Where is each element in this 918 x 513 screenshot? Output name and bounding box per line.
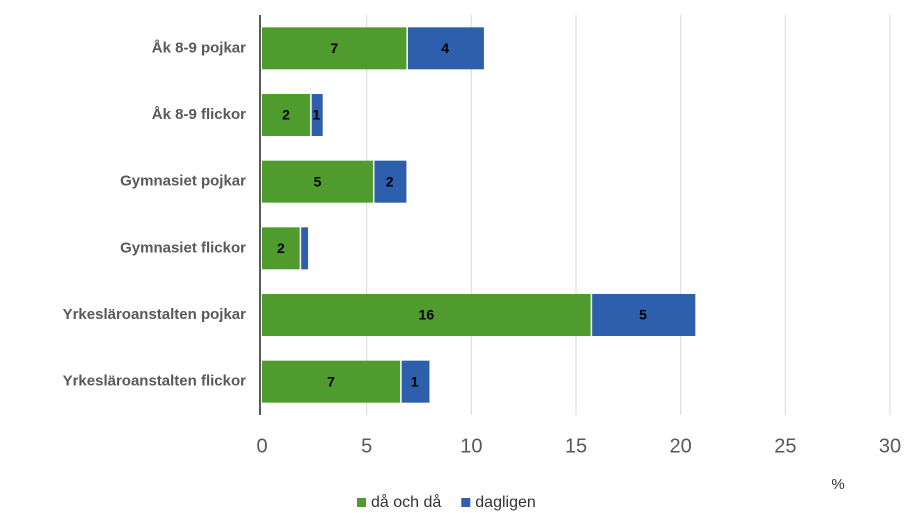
y-tick-label: Åk 8-9 flickor [152,106,246,123]
data-label: 4 [441,40,449,56]
bar-segment [262,227,300,270]
legend-label: då och då [371,493,441,511]
legend-label: dagligen [475,494,536,511]
x-tick-label: 15 [565,435,587,457]
bar-segment [262,294,591,336]
bar-segment [262,160,373,203]
x-axis-label: % [831,476,844,493]
data-label: 16 [419,307,435,323]
x-tick-label: 0 [256,435,267,457]
data-label: 5 [639,307,647,323]
bar-segment [262,360,401,403]
legend-swatch [357,498,366,507]
data-label: 1 [411,373,419,389]
y-tick-label: Åk 8-9 pojkar [152,39,246,56]
bar-segment [401,360,430,403]
x-tick-label: 5 [361,435,372,457]
data-label: 5 [314,173,322,189]
legend-swatch [461,498,471,507]
x-tick-label: 20 [670,435,692,457]
data-label: 2 [277,240,285,256]
x-tick-label: 10 [460,435,482,457]
bar-segment [374,160,407,203]
y-tick-label: Yrkesläroanstalten flickor [63,373,247,390]
data-label: 2 [386,173,394,189]
y-tick-label: Gymnasiet flickor [120,239,246,256]
x-tick-label: 25 [774,435,796,457]
bar-segment [262,94,311,136]
y-tick-label: Yrkesläroanstalten pojkar [63,306,247,323]
data-label: 2 [282,107,290,123]
data-label: 1 [313,107,321,123]
bar-segment [301,227,309,270]
bar-segment [407,27,484,70]
data-label: 7 [327,373,335,389]
y-tick-label: Gymnasiet pojkar [120,173,246,190]
x-tick-label: 30 [879,435,901,457]
bar-segment [592,294,696,336]
data-label: 7 [330,40,338,56]
bar-segment [311,94,323,136]
bar-segment [262,27,407,70]
